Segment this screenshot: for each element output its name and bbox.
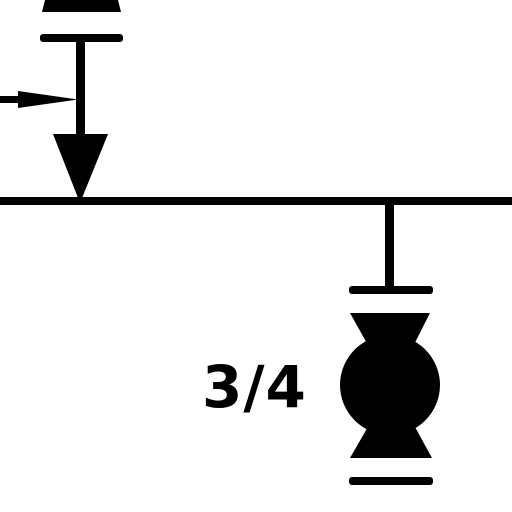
top-valve-flange: [40, 34, 123, 42]
top-valve-icon: [40, 0, 123, 42]
bottom-valve-top-flange: [349, 286, 433, 294]
vertical-pipe-upper: [76, 42, 85, 140]
bottom-valve-ball: [340, 335, 440, 435]
valve-size-label: 3/4: [202, 353, 307, 421]
flow-arrow-head: [18, 91, 78, 108]
downward-arrow-icon: [53, 134, 108, 203]
bottom-valve-bottom-bowtie: [350, 385, 432, 458]
bottom-valve-icon: [340, 286, 440, 485]
flow-arrow-shaft: [0, 96, 28, 103]
flow-arrow-icon: [0, 91, 78, 108]
top-valve-body: [42, 0, 121, 12]
main-pipe-line: [0, 197, 512, 205]
bottom-valve-bottom-flange: [349, 477, 433, 485]
vertical-pipe-branch: [385, 203, 394, 289]
